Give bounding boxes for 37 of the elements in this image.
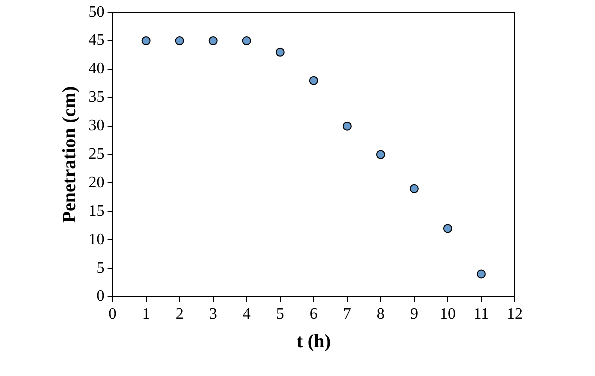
- x-tick-label: 4: [242, 306, 251, 323]
- x-tick-label: 7: [343, 306, 352, 323]
- x-tick-label: 12: [507, 306, 523, 323]
- x-tick-label: 1: [142, 306, 150, 323]
- point: [342, 122, 352, 131]
- y-tick-label: 5: [96, 260, 105, 277]
- y-tick-label: 10: [88, 231, 105, 248]
- point: [276, 48, 285, 57]
- point: [476, 270, 486, 279]
- point: [309, 76, 318, 86]
- y-tick-label: 25: [88, 146, 105, 164]
- x-tick-label: 10: [440, 306, 456, 323]
- y-tick-label: 0: [96, 288, 105, 306]
- y-tick-label: 50: [88, 4, 105, 21]
- x-tick-label: 9: [410, 306, 418, 323]
- point: [175, 36, 184, 46]
- x-axis-title: t (h): [296, 332, 332, 353]
- point: [142, 36, 151, 46]
- point: [443, 224, 452, 234]
- x-tick-label: 11: [474, 306, 490, 323]
- x-tick-label: 6: [310, 306, 318, 323]
- point: [242, 36, 252, 46]
- y-tick-label: 40: [88, 60, 105, 78]
- y-tick-label: 20: [88, 174, 105, 192]
- y-tick-label: 45: [88, 32, 105, 50]
- x-tick-label: 3: [209, 306, 218, 323]
- x-tick-label: 5: [276, 306, 284, 323]
- x-tick-label: 8: [376, 306, 385, 323]
- x-tick-label: 2: [176, 306, 184, 323]
- y-tick-label: 35: [88, 89, 105, 106]
- y-axis-title: Penetration (cm): [59, 86, 80, 224]
- y-tick-label: 30: [88, 118, 105, 135]
- x-tick-label: 0: [108, 306, 117, 323]
- point: [376, 150, 386, 160]
- y-tick-label: 15: [88, 202, 105, 220]
- point: [208, 36, 218, 46]
- point: [410, 184, 419, 194]
